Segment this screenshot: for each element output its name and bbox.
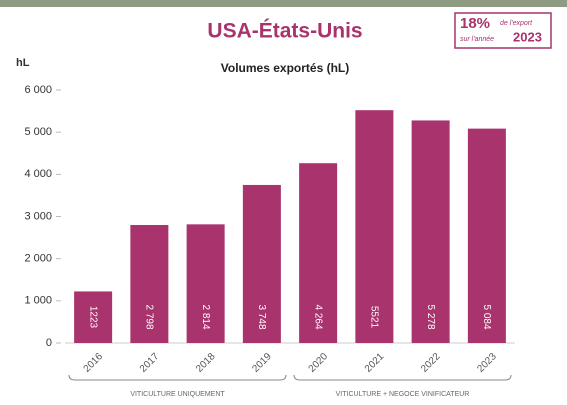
- y-tick-label: 1 000: [24, 295, 52, 307]
- bar: [130, 225, 169, 343]
- bar: [186, 224, 225, 343]
- group-bracket: [293, 374, 512, 381]
- x-tick-label: 2020: [307, 351, 331, 375]
- value-label: 1223: [87, 306, 98, 329]
- bar: [467, 128, 506, 343]
- y-tick-label: 0: [46, 337, 52, 349]
- group-label: VITICULTURE + NEGOCE VINIFICATEUR: [336, 391, 470, 398]
- value-label: 4 264: [312, 304, 323, 329]
- bar: [74, 291, 113, 343]
- x-tick-label: 2018: [194, 351, 218, 375]
- group-label: VITICULTURE UNIQUEMENT: [130, 391, 225, 398]
- y-unit: hL: [16, 57, 30, 69]
- badge: [454, 12, 552, 49]
- value-label: 2 798: [144, 304, 155, 329]
- y-tick-label: 2 000: [24, 253, 52, 265]
- value-label: 5 278: [425, 304, 436, 329]
- x-tick-label: 2023: [475, 351, 499, 375]
- value-label: 2 814: [200, 304, 211, 329]
- x-tick-label: 2017: [138, 351, 162, 375]
- bar: [299, 163, 338, 343]
- top-band: [0, 0, 567, 7]
- x-tick-label: 2019: [250, 351, 274, 375]
- x-tick-label: 2022: [419, 351, 443, 375]
- y-tick-label: 5 000: [24, 126, 52, 138]
- badge-year: 2023: [513, 29, 542, 44]
- y-tick-label: 3 000: [24, 210, 52, 222]
- x-tick-label: 2021: [363, 351, 387, 375]
- bar: [411, 120, 450, 343]
- badge-share: 18%: [460, 15, 490, 32]
- group-bracket: [68, 374, 287, 381]
- value-label: 5521: [369, 306, 380, 329]
- badge-line2: sur l'année: [460, 36, 494, 43]
- chart-subtitle: Volumes exportés (hL): [221, 61, 349, 75]
- badge-line1: de l'export: [500, 20, 533, 27]
- value-label: 3 748: [256, 304, 267, 329]
- bar: [242, 184, 281, 343]
- y-tick-label: 6 000: [24, 84, 52, 96]
- value-label: 5 084: [481, 304, 492, 329]
- x-tick-label: 2016: [82, 351, 106, 375]
- y-tick-label: 4 000: [24, 168, 52, 180]
- chart-title: USA-États-Unis: [207, 20, 362, 43]
- bar: [355, 110, 394, 343]
